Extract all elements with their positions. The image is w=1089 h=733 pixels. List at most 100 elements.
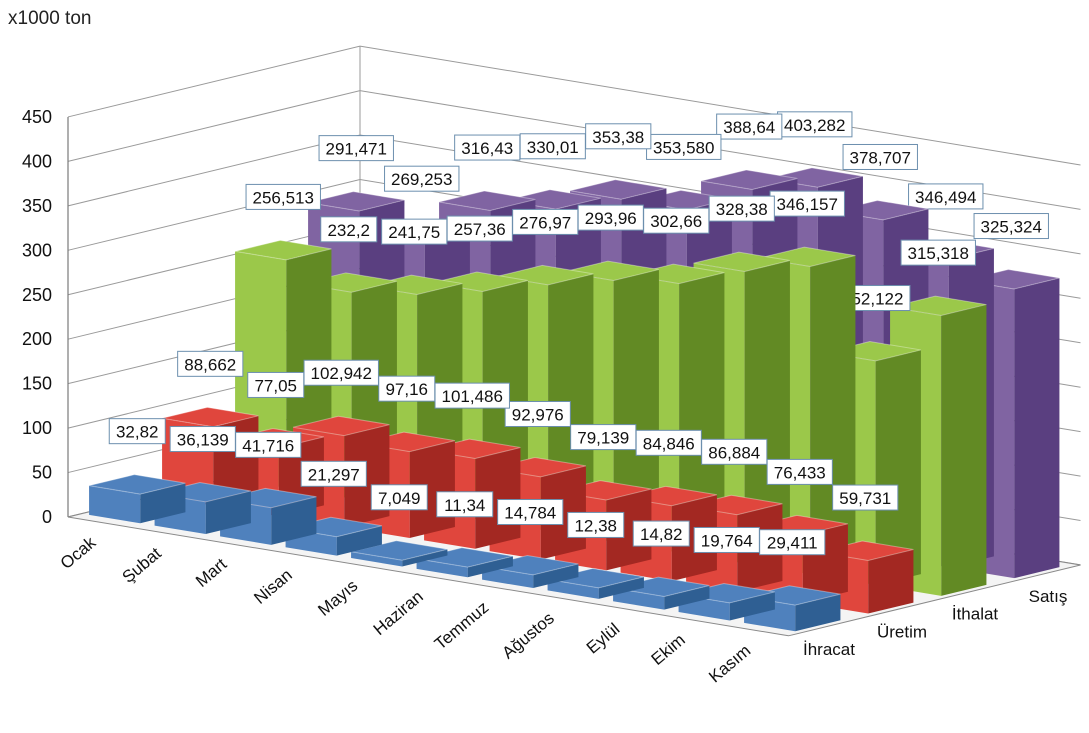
series-label: İthalat bbox=[952, 605, 999, 624]
data-label-box bbox=[235, 431, 302, 458]
bar-front bbox=[416, 558, 468, 578]
data-label-text: 41,716 bbox=[242, 436, 294, 455]
data-label-text: 19,764 bbox=[701, 531, 753, 550]
data-label: 315,318 bbox=[900, 239, 976, 266]
data-label-box bbox=[842, 143, 918, 170]
data-label-box bbox=[454, 134, 521, 161]
data-label-text: 346,494 bbox=[915, 188, 976, 207]
data-label: 76,433 bbox=[766, 458, 833, 485]
data-label-text: 346,157 bbox=[777, 195, 838, 214]
data-label-text: 11,34 bbox=[444, 496, 485, 515]
data-label-text: 269,253 bbox=[391, 170, 452, 189]
bar-top bbox=[292, 415, 390, 437]
bar-top bbox=[234, 239, 332, 261]
category-label: Haziran bbox=[370, 587, 427, 639]
data-label: 353,580 bbox=[646, 133, 722, 160]
data-label-box bbox=[567, 511, 625, 538]
data-label: 346,494 bbox=[908, 183, 984, 210]
bar-front bbox=[351, 551, 403, 567]
category-label: Şubat bbox=[119, 544, 165, 587]
data-label: 256,513 bbox=[245, 183, 321, 210]
data-label-text: 59,731 bbox=[839, 489, 891, 508]
data-label-box bbox=[497, 499, 564, 526]
data-label: 59,731 bbox=[832, 484, 899, 511]
data-label-text: 302,66 bbox=[650, 212, 702, 231]
bars: 325,324 346,494 378,707 403,282 388,64 353,58… bbox=[88, 111, 1060, 632]
data-label-text: 291,471 bbox=[326, 140, 387, 159]
data-label-text: 79,139 bbox=[577, 429, 629, 448]
data-label: 14,82 bbox=[632, 520, 690, 547]
series-label: Üretim bbox=[877, 622, 927, 641]
data-label: 269,253 bbox=[384, 165, 460, 192]
bar-front bbox=[89, 485, 141, 524]
bar-İhracat-Ocak bbox=[88, 474, 186, 524]
bar-side bbox=[598, 576, 644, 599]
data-label-text: 252,122 bbox=[842, 290, 903, 309]
data-label: 92,976 bbox=[504, 400, 571, 427]
data-label-text: 353,580 bbox=[653, 138, 714, 157]
data-label-text: 29,411 bbox=[767, 534, 818, 553]
data-label: 41,716 bbox=[235, 431, 302, 458]
data-label: 14,784 bbox=[497, 499, 564, 526]
data-label-box bbox=[177, 350, 244, 377]
data-label-box bbox=[303, 359, 379, 386]
data-label: 346,157 bbox=[769, 190, 845, 217]
bar-side bbox=[941, 304, 987, 596]
data-label-box bbox=[708, 195, 775, 222]
data-label: 102,942 bbox=[303, 359, 379, 386]
bar-front bbox=[613, 588, 665, 610]
y-tick-label: 200 bbox=[22, 329, 52, 349]
data-label-box bbox=[766, 458, 833, 485]
y-tick-label: 400 bbox=[22, 151, 52, 171]
data-label: 232,2 bbox=[320, 216, 378, 243]
data-label-text: 32,82 bbox=[116, 423, 159, 442]
data-label-box bbox=[585, 123, 652, 150]
bar-side bbox=[1014, 277, 1060, 579]
y-tick-label: 150 bbox=[22, 374, 52, 394]
category-label: Mart bbox=[192, 554, 230, 591]
data-label-box bbox=[370, 484, 428, 511]
data-label: 21,297 bbox=[300, 460, 367, 487]
data-label-text: 316,43 bbox=[461, 139, 513, 158]
bar-top bbox=[700, 169, 798, 190]
category-label: Ağustos bbox=[499, 609, 558, 663]
data-label-text: 330,01 bbox=[527, 138, 579, 157]
data-label-text: 257,36 bbox=[454, 220, 506, 239]
data-label: 302,66 bbox=[643, 207, 710, 234]
data-label-box bbox=[832, 484, 899, 511]
data-label-box bbox=[632, 520, 690, 547]
data-label-box bbox=[384, 165, 460, 192]
bar-side bbox=[613, 269, 659, 542]
data-label-box bbox=[436, 491, 494, 518]
bar-top bbox=[438, 190, 536, 211]
data-label-text: 102,942 bbox=[311, 364, 372, 383]
bar-top bbox=[88, 474, 186, 495]
bar-side bbox=[679, 272, 725, 553]
data-label-text: 388,64 bbox=[723, 118, 775, 137]
data-label: 330,01 bbox=[519, 133, 586, 160]
bar-İhracat-Eylül bbox=[612, 576, 710, 610]
data-label-box bbox=[504, 400, 571, 427]
data-label-box bbox=[245, 183, 321, 210]
data-label-box bbox=[577, 204, 644, 231]
data-label: 353,38 bbox=[585, 123, 652, 150]
data-label-text: 97,16 bbox=[385, 380, 428, 399]
data-label: 77,05 bbox=[247, 371, 305, 398]
data-label: 7,049 bbox=[370, 484, 428, 511]
data-label: 12,38 bbox=[567, 511, 625, 538]
y-unit-label: x1000 ton bbox=[8, 8, 91, 29]
category-label: Mayıs bbox=[314, 576, 361, 620]
data-label-box bbox=[900, 239, 976, 266]
category-label: Nisan bbox=[250, 565, 296, 607]
data-label-box bbox=[381, 218, 448, 245]
category-label: Temmuz bbox=[431, 598, 492, 654]
bar-side bbox=[205, 490, 251, 535]
data-label: 325,324 bbox=[973, 213, 1049, 240]
bar-top bbox=[889, 295, 987, 317]
category-label: Ocak bbox=[57, 533, 100, 573]
bar-front bbox=[547, 579, 599, 599]
data-label-text: 88,662 bbox=[184, 355, 236, 374]
data-label: 36,139 bbox=[169, 426, 236, 453]
